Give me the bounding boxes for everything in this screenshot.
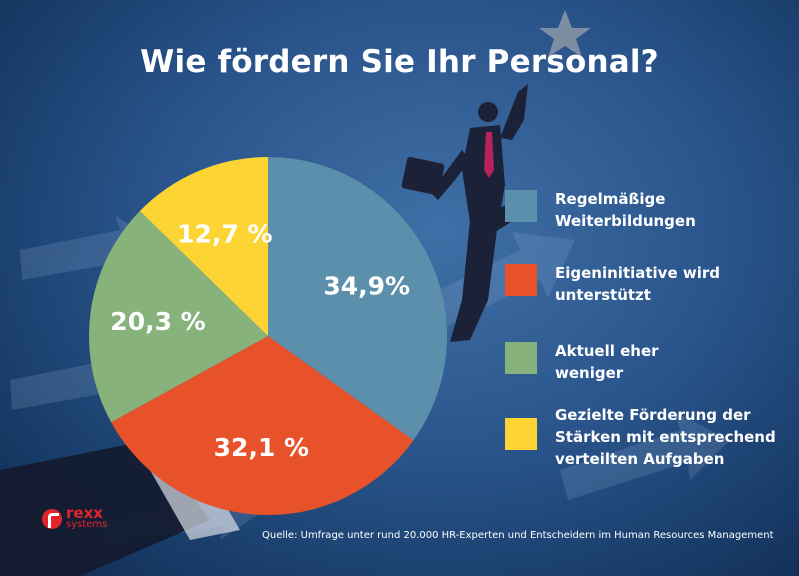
pie-slice [111,336,414,515]
legend-swatch [505,264,537,296]
source-note: Quelle: Umfrage unter rund 20.000 HR-Exp… [262,530,774,541]
legend-item-eigeninitiative: Eigeninitiative wird unterstützt [505,262,795,306]
logo-sub: systems [66,519,108,530]
legend-label: Regelmäßige Weiterbildungen [555,190,696,230]
arrow-icon [420,232,575,330]
slice-value-label: 34,9% [323,271,410,300]
legend-swatch [505,190,537,222]
legend-label: Aktuell eher weniger [555,342,659,382]
legend-swatch [505,342,537,374]
slice-value-label: 20,3 % [110,307,205,336]
legend-item-staerken: Gezielte Förderung der Stärken mit entspr… [505,404,795,470]
legend-label: Eigeninitiative wird unterstützt [555,264,720,304]
rexx-logo: rexx systems [42,504,108,530]
legend-label: Gezielte Förderung der Stärken mit entspr… [555,406,776,468]
page-title: Wie fördern Sie Ihr Personal? [140,44,659,80]
legend-item-weniger: Aktuell eher weniger [505,340,795,384]
arrow-icon [560,412,730,500]
logo-word: rexx [66,504,103,522]
pie-slice [89,211,268,423]
slice-value-label: 12,7 % [177,220,272,249]
rexx-logo-icon [42,509,62,529]
pie-slice [139,157,268,336]
slice-value-label: 32,1 % [214,433,309,462]
legend-swatch [505,418,537,450]
legend-item-weiterbildungen: Regelmäßige Weiterbildungen [505,188,795,232]
pie-slice [268,157,447,441]
star-icon [539,10,591,57]
